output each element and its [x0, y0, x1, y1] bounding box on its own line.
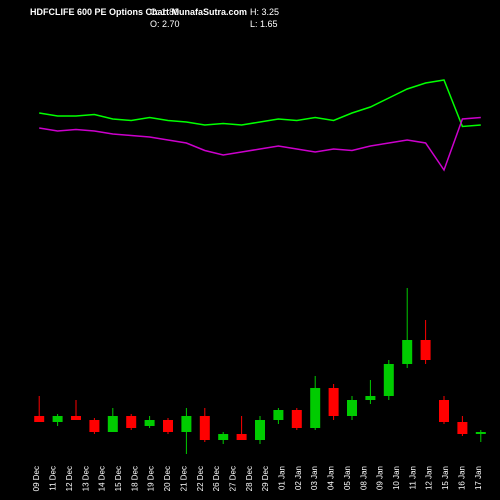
- x-axis-label: 29 Dec: [261, 466, 270, 491]
- x-axis-label: 09 Dec: [32, 466, 41, 491]
- candle-body: [163, 420, 173, 432]
- candle-body: [71, 416, 81, 420]
- x-axis-label: 27 Dec: [228, 466, 237, 491]
- x-axis-label: 14 Dec: [98, 466, 107, 491]
- open-label: O:: [150, 19, 160, 29]
- candle-body: [402, 340, 412, 364]
- candle-body: [329, 388, 339, 416]
- candle-body: [53, 416, 63, 422]
- chart-title: HDFCLIFE 600 PE Options Chart MunafaSutr…: [30, 7, 247, 17]
- x-axis-label: 15 Dec: [114, 466, 123, 491]
- close-label: C:: [150, 7, 159, 17]
- candle-body: [273, 410, 283, 420]
- candle-body: [34, 416, 44, 422]
- x-axis-label: 19 Dec: [147, 466, 156, 491]
- x-axis-label: 20 Dec: [163, 466, 172, 491]
- x-axis-label: 26 Dec: [212, 466, 221, 491]
- svg-text:C: 1.80: C: 1.80: [150, 7, 179, 17]
- high-value: 3.25: [262, 7, 280, 17]
- x-axis-label: 10 Jan: [392, 466, 401, 490]
- x-axis-label: 03 Jan: [310, 466, 319, 490]
- candle-body: [347, 400, 357, 416]
- x-axis-label: 01 Jan: [278, 466, 287, 490]
- candle-body: [200, 416, 210, 440]
- x-axis-label: 09 Jan: [376, 466, 385, 490]
- candle-body: [145, 420, 155, 426]
- x-axis-label: 02 Jan: [294, 466, 303, 490]
- candle-body: [89, 420, 99, 432]
- candle-body: [181, 416, 191, 432]
- chart-background: [0, 0, 500, 500]
- x-axis-label: 12 Jan: [425, 466, 434, 490]
- x-axis-label: 11 Jan: [408, 466, 417, 489]
- candle-body: [365, 396, 375, 400]
- x-axis-label: 21 Dec: [179, 466, 188, 491]
- svg-text:H: 3.25: H: 3.25: [250, 7, 279, 17]
- high-label: H:: [250, 7, 259, 17]
- chart-container: HDFCLIFE 600 PE Options Chart MunafaSutr…: [0, 0, 500, 500]
- x-axis-label: 05 Jan: [343, 466, 352, 490]
- x-axis-label: 15 Jan: [441, 466, 450, 490]
- candle-body: [108, 416, 118, 432]
- candle-body: [292, 410, 302, 428]
- low-value: 1.65: [260, 19, 278, 29]
- candle-body: [218, 434, 228, 440]
- candle-body: [439, 400, 449, 422]
- x-axis-label: 17 Jan: [474, 466, 483, 490]
- candle-body: [421, 340, 431, 360]
- x-axis-label: 18 Dec: [130, 466, 139, 491]
- x-axis-label: 22 Dec: [196, 466, 205, 491]
- candle-body: [126, 416, 136, 428]
- svg-text:O: 2.70: O: 2.70: [150, 19, 180, 29]
- x-axis-label: 16 Jan: [457, 466, 466, 490]
- x-axis-label: 28 Dec: [245, 466, 254, 491]
- x-axis-label: 11 Dec: [49, 466, 58, 491]
- x-axis-label: 08 Jan: [359, 466, 368, 490]
- close-value: 1.80: [162, 7, 180, 17]
- candle-body: [255, 420, 265, 440]
- candle-body: [310, 388, 320, 428]
- low-label: L:: [250, 19, 258, 29]
- svg-text:L: 1.65: L: 1.65: [250, 19, 278, 29]
- open-value: 2.70: [162, 19, 180, 29]
- x-axis-label: 04 Jan: [327, 466, 336, 490]
- x-axis-label: 12 Dec: [65, 466, 74, 491]
- candle-body: [476, 432, 486, 434]
- candle-body: [384, 364, 394, 396]
- chart-svg: HDFCLIFE 600 PE Options Chart MunafaSutr…: [0, 0, 500, 500]
- x-axis-label: 13 Dec: [81, 466, 90, 491]
- candle-body: [237, 434, 247, 440]
- candle-body: [457, 422, 467, 434]
